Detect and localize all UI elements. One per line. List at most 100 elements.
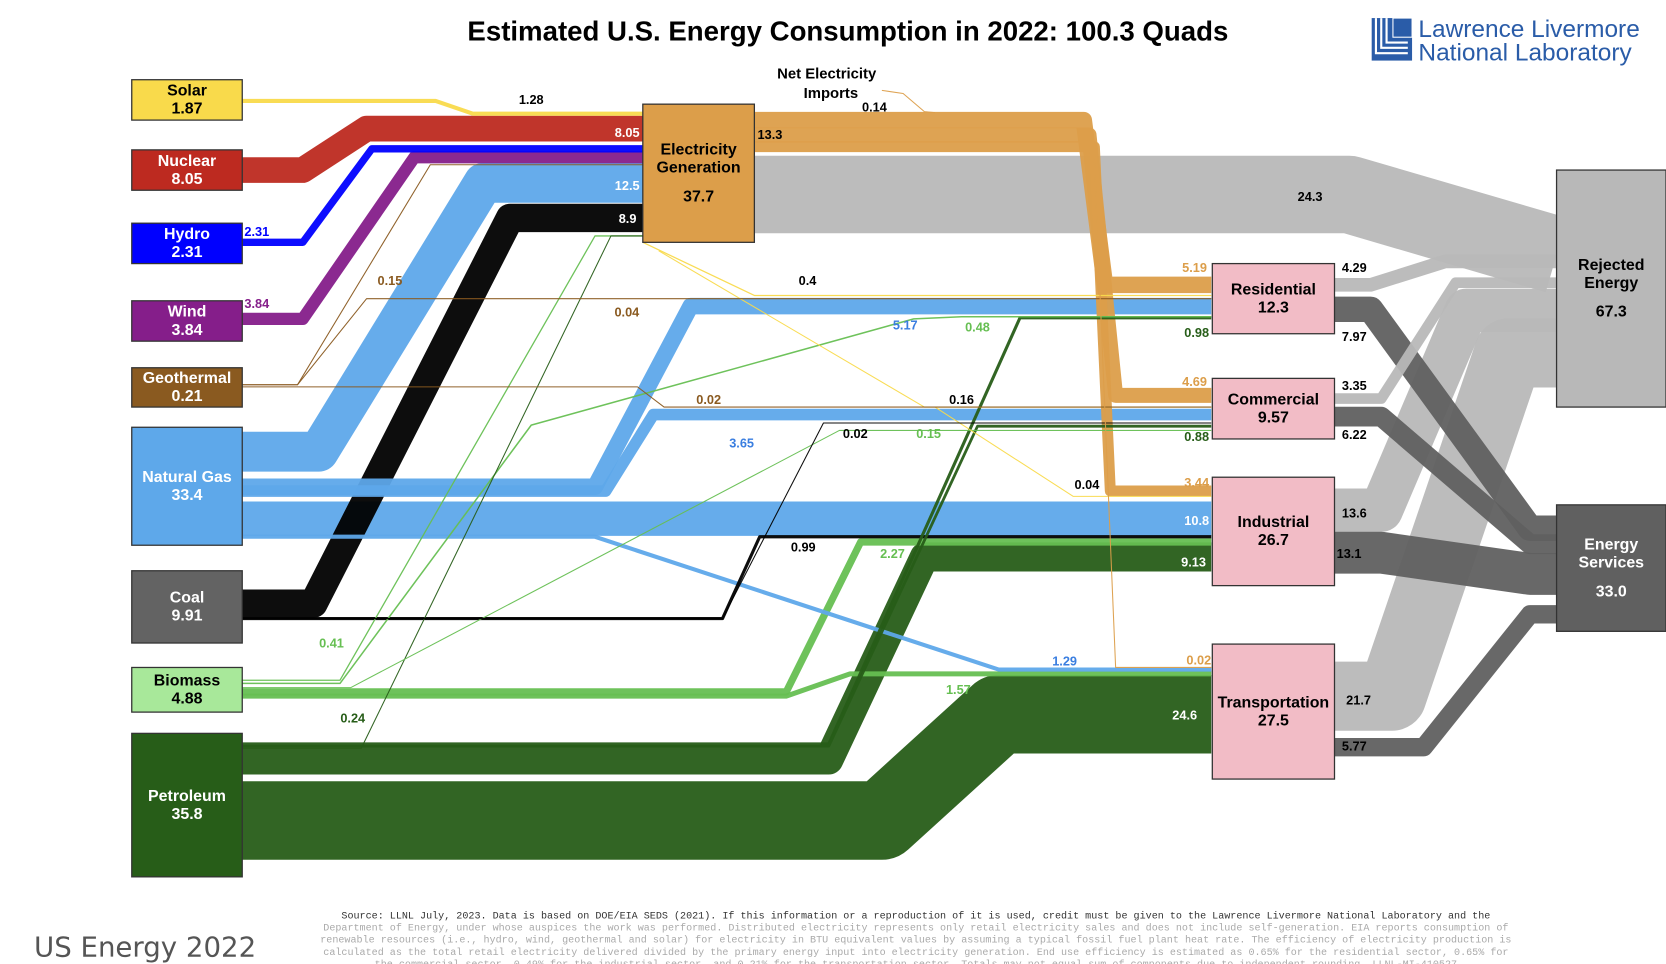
flow-petroleum-to-transportation [242, 675, 1212, 860]
flow-commercial-to-rejected [1334, 277, 1557, 404]
flow-value-label: 0.04 [1075, 477, 1101, 492]
flow-value-label: 1.57 [946, 682, 971, 697]
logo-text-line1: Lawrence Livermore [1418, 16, 1639, 43]
flow-value-label: 1.29 [1052, 653, 1077, 668]
node-value: 26.7 [1258, 532, 1289, 549]
footnote-line: Source: LLNL July, 2023. Data is based o… [341, 910, 1490, 922]
flow-value-label: 3.84 [244, 296, 270, 311]
node-value: 9.91 [171, 608, 202, 625]
flow-biomass-to-residential [242, 315, 1212, 685]
flow-value-label: 0.15 [916, 426, 941, 441]
source-footnote: Source: LLNL July, 2023. Data is based o… [320, 910, 1511, 964]
flow-petroleum-to-commercial [242, 424, 1212, 748]
flow-nuclear-to-electricity [242, 115, 643, 183]
footnote-line: calculated as the total retail electrici… [323, 947, 1508, 959]
flow-biomass-to-transportation [242, 671, 1212, 699]
node-label: Coal [170, 590, 205, 607]
flow-value-label: 4.69 [1182, 374, 1207, 389]
node-box [131, 79, 243, 121]
figure-caption: US Energy 2022 [34, 931, 256, 964]
footnote-line: the commercial sector, 0.49% for the ind… [375, 959, 1457, 964]
flow-solar-to-industrial [934, 406, 1212, 497]
flow-value-label: 2.27 [880, 546, 905, 561]
node-value: 33.0 [1596, 583, 1627, 600]
node-label: Biomass [154, 673, 221, 690]
flow-solar-to-electricity [242, 98, 643, 116]
flow-value-label: 5.19 [1182, 260, 1207, 275]
flow-biomass-to-industrial [242, 538, 1212, 696]
flow-geothermal-to-commercial [242, 386, 1212, 408]
node-value: 37.7 [683, 188, 714, 205]
flow-value-label: 4.29 [1342, 260, 1367, 275]
node-value: 2.31 [171, 244, 202, 261]
flow-value-label: 0.99 [791, 540, 816, 555]
node-box [131, 426, 243, 546]
flow-value-label: 24.3 [1298, 189, 1323, 204]
flow-value-label: 12.5 [615, 178, 640, 193]
node-label: Residential [1231, 281, 1316, 298]
node-label: Services [1578, 555, 1644, 572]
node-label: Nuclear [158, 153, 216, 170]
node-box [1555, 504, 1666, 632]
node-value: 1.87 [171, 101, 202, 118]
llnl-logo-mark [1371, 17, 1413, 61]
node-value: 67.3 [1596, 304, 1627, 321]
node-label: Solar [167, 83, 207, 100]
node-box [1211, 377, 1336, 440]
node-label: Rejected [1578, 257, 1644, 274]
node-box [1211, 262, 1336, 335]
flow-geothermal-to-residential [242, 298, 1212, 386]
flow-value-label: 3.65 [729, 435, 754, 450]
flow-value-label: 0.02 [1186, 652, 1211, 667]
flow-value-label: 0.02 [843, 426, 868, 441]
flow-electricity-to-transportation [1093, 159, 1212, 668]
flow-labels-layer: 1.28 8.05 2.31 3.84 0.15 0.04 0.02 12.5 8.9 0.14 1… [244, 92, 1371, 753]
node-value: 9.57 [1258, 409, 1289, 426]
flow-value-label: 0.41 [319, 635, 344, 650]
node-label: Transportation [1218, 694, 1330, 711]
node-label: Generation [657, 160, 741, 177]
node-label: Industrial [1238, 514, 1310, 531]
node-box [642, 103, 756, 243]
flow-value-label: 7.97 [1342, 329, 1367, 344]
flow-hydro-to-electricity [242, 145, 643, 247]
node-value: 4.88 [171, 691, 202, 708]
node-label: Electricity [661, 142, 737, 159]
flow-value-label: 0.24 [340, 711, 366, 726]
node-label: Geothermal [143, 370, 232, 387]
node-box [131, 732, 243, 878]
flow-value-label: 0.02 [696, 392, 721, 407]
flow-value-label: 3.35 [1342, 378, 1367, 393]
flow-solar-to-residential [642, 241, 1212, 297]
flow-transportation-to-rejected [1334, 318, 1557, 731]
flow-value-label: 10.8 [1184, 513, 1209, 528]
flow-industrial-to-rejected [1334, 288, 1557, 532]
node-box [1211, 476, 1336, 587]
flow-value-label: 21.7 [1346, 693, 1371, 708]
flow-petroleum-to-industrial [242, 542, 1212, 775]
node-box [1211, 643, 1336, 780]
footnote-line: Department of Energy, under whose auspic… [323, 923, 1508, 935]
node-label: Natural Gas [142, 469, 232, 486]
flow-coal-to-electricity [242, 203, 643, 618]
node-box [131, 149, 243, 191]
flow-wind-to-electricity [242, 151, 643, 325]
node-label: Energy [1584, 275, 1638, 292]
node-box [131, 367, 243, 408]
flow-value-label: 13.1 [1337, 546, 1362, 561]
node-box [131, 222, 243, 265]
node-label: Energy [1584, 536, 1638, 553]
imports-label-line2: Imports [804, 86, 858, 102]
node-label: Petroleum [148, 788, 226, 805]
flow-value-label: 0.14 [862, 100, 888, 115]
flow-commercial-to-services [1334, 406, 1557, 555]
flow-residential-to-services [1334, 296, 1557, 541]
